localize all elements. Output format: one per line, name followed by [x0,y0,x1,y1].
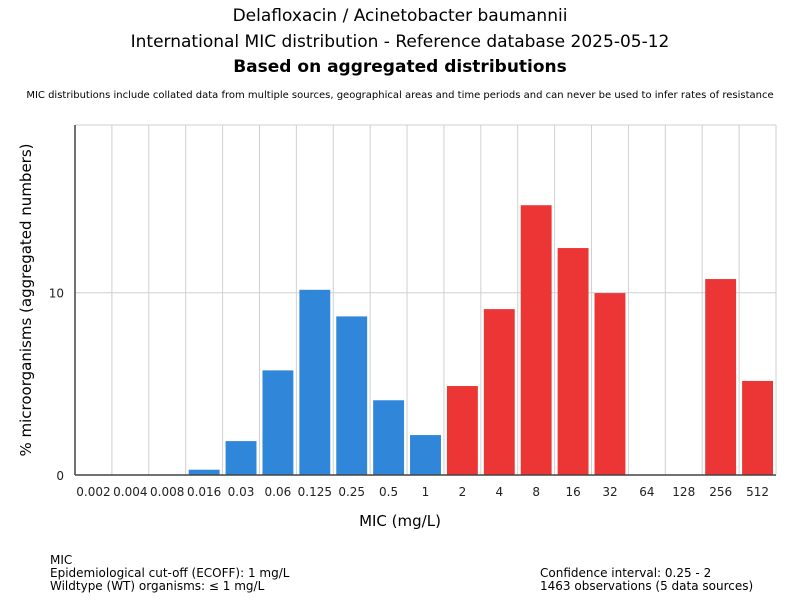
bar-32 [594,293,626,475]
bar-4 [483,309,515,475]
x-tick-label: 0.008 [150,485,184,499]
footer-mic-label: MIC [50,553,73,567]
x-tick-label: 0.125 [298,485,332,499]
chart-title-line3: Based on aggregated distributions [233,57,567,77]
x-tick-label: 256 [709,485,732,499]
x-tick-label: 1 [422,485,430,499]
y-tick-labels: 0 10 [49,287,64,483]
grid-lines [75,124,777,475]
x-tick-labels: 0.002 0.004 0.008 0.016 0.03 0.06 0.125 0.25 0.5… [76,485,769,499]
footer-right: Confidence interval: 0.25 - 2 1463 obser… [540,567,753,593]
bar-16 [557,248,589,475]
x-tick-label: 0.002 [76,485,110,499]
bars [188,205,773,476]
footer-ecoff: Epidemiological cut-off (ECOFF): 1 mg/L [50,566,290,580]
x-tick-label: 0.06 [265,485,292,499]
x-tick-label: 4 [495,485,503,499]
x-tick-label: 0.03 [228,485,255,499]
footer-wildtype: Wildtype (WT) organisms: ≤ 1 mg/L [50,579,265,593]
bar-0.125 [299,289,331,475]
bar-0.03 [225,441,257,475]
axes [74,125,776,476]
y-tick-label: 0 [56,469,64,483]
bar-512 [742,380,773,475]
x-tick-label: 2 [459,485,467,499]
x-tick-label: 512 [746,485,769,499]
x-tick-label: 64 [639,485,654,499]
footer-confidence-interval: Confidence interval: 0.25 - 2 [540,566,712,580]
bar-0.016 [188,469,220,475]
y-axis-label: % microorganisms (aggregated numbers) [17,143,35,456]
bar-256 [705,279,737,475]
bar-1 [410,435,441,475]
x-tick-label: 0.004 [113,485,147,499]
bar-2 [446,386,478,475]
bar-0.25 [336,316,368,475]
y-tick-label: 10 [49,287,64,301]
x-tick-label: 32 [602,485,617,499]
bar-0.5 [373,400,405,475]
x-tick-label: 128 [672,485,695,499]
footer-observations: 1463 observations (5 data sources) [540,579,754,593]
x-tick-label: 0.25 [338,485,365,499]
x-tick-label: 16 [565,485,580,499]
bar-0.06 [262,370,294,475]
x-axis-label: MIC (mg/L) [359,512,441,530]
footer-left: MIC Epidemiological cut-off (ECOFF): 1 m… [50,554,289,593]
x-tick-label: 0.5 [379,485,398,499]
chart-title-line1: Delafloxacin / Acinetobacter baumannii [232,6,568,26]
chart-subtitle: MIC distributions include collated data … [26,90,774,101]
bar-8 [520,205,552,476]
chart-title-line2: International MIC distribution - Referen… [130,32,670,52]
x-tick-label: 0.016 [187,485,221,499]
x-tick-label: 8 [532,485,540,499]
